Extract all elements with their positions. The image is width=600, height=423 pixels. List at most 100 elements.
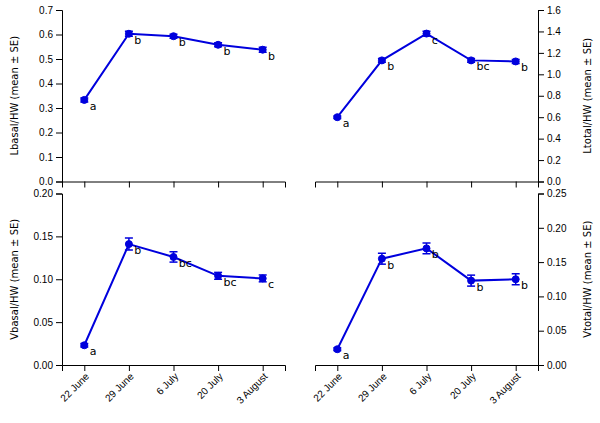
tick: 0.20 xyxy=(34,188,62,199)
annotations: abbbb xyxy=(343,248,528,362)
annotation: b xyxy=(134,244,141,257)
error-bar xyxy=(170,252,178,262)
point xyxy=(423,30,430,37)
tick: 0.7 xyxy=(39,5,62,16)
tick: 0.0 xyxy=(538,176,561,187)
tick-label: 1.0 xyxy=(547,69,561,80)
error-bar xyxy=(423,243,431,254)
tick-label: 20 July xyxy=(195,371,225,401)
error-bar-cap xyxy=(467,285,475,287)
x-axis: 22 June29 June6 July20 July3 August xyxy=(58,365,285,406)
y-axis: 0.00 0.05 0.10 0.15 0.20 0.25 xyxy=(538,188,567,371)
tick xyxy=(218,182,219,188)
plot-area xyxy=(80,238,266,349)
tick: 3 August xyxy=(487,365,522,406)
tick-label: 3 August xyxy=(234,371,269,406)
point xyxy=(170,253,177,260)
line xyxy=(84,34,262,100)
tick-mark xyxy=(56,133,62,134)
tick: 0.05 xyxy=(538,325,567,336)
tick-mark xyxy=(56,108,62,109)
tick: 22 June xyxy=(58,365,91,404)
tick-mark xyxy=(471,365,472,371)
tick-label: 0.6 xyxy=(39,29,53,40)
annotation: b xyxy=(223,45,230,58)
tick: 0.20 xyxy=(538,223,567,234)
error-bar-cap xyxy=(512,284,520,286)
panel: 0.000.050.100.150.2022 June29 June6 July… xyxy=(9,188,286,406)
panel: 0.000.050.100.150.200.2522 June29 June6 … xyxy=(311,188,593,406)
tick-label: 1.6 xyxy=(547,5,561,16)
tick-label: 0.2 xyxy=(39,127,53,138)
annotation: a xyxy=(90,345,97,358)
tick-mark xyxy=(538,74,544,75)
tick-label: 20 July xyxy=(448,371,478,401)
tick: 6 July xyxy=(407,365,433,397)
tick-label: 0.10 xyxy=(547,291,567,302)
tick-mark xyxy=(263,365,264,371)
error-bar-cap xyxy=(512,273,520,275)
tick: 0.10 xyxy=(34,274,62,285)
annotations: abbcbcc xyxy=(90,244,274,358)
tick-mark xyxy=(56,157,62,158)
tick-label: 3 August xyxy=(487,371,522,406)
tick: 0.15 xyxy=(538,257,567,268)
axis-line xyxy=(316,182,539,188)
tick-label: 0.05 xyxy=(34,317,54,328)
line xyxy=(84,244,262,345)
tick: 0.4 xyxy=(39,78,62,89)
tick-label: 0.20 xyxy=(547,223,567,234)
tick-mark xyxy=(56,236,62,237)
tick-label: 1.4 xyxy=(547,26,561,37)
tick: 0.5 xyxy=(39,54,62,65)
error-bar xyxy=(214,272,222,279)
point xyxy=(334,346,341,353)
tick: 6 July xyxy=(154,365,180,397)
axis-line xyxy=(63,182,286,188)
tick: 3 August xyxy=(234,365,269,406)
tick: 0.25 xyxy=(538,188,567,199)
tick-mark xyxy=(516,365,517,371)
tick: 20 July xyxy=(195,365,225,401)
panel: 0.00.20.40.60.81.01.21.41.6Ltotal/HW (me… xyxy=(316,5,594,188)
tick-label: 0.2 xyxy=(547,155,561,166)
tick-mark xyxy=(218,365,219,371)
error-bar-cap xyxy=(125,237,133,239)
point xyxy=(334,114,341,121)
annotation: b xyxy=(521,279,528,292)
tick-mark xyxy=(538,117,544,118)
annotation: b xyxy=(432,248,439,261)
point xyxy=(170,33,177,40)
tick-mark xyxy=(56,35,62,36)
annotations: abbbb xyxy=(90,34,275,113)
tick-mark xyxy=(382,182,383,188)
tick-label: 0.00 xyxy=(547,360,567,371)
tick-mark xyxy=(538,194,544,195)
axis-line xyxy=(316,366,539,372)
axis-line xyxy=(539,194,545,366)
tick-mark xyxy=(56,59,62,60)
error-bar xyxy=(125,238,133,250)
error-bar-cap xyxy=(467,274,475,276)
tick: 0.6 xyxy=(39,29,62,40)
annotation: bc xyxy=(223,276,236,289)
tick: 0.4 xyxy=(538,133,561,144)
tick-label: 0.8 xyxy=(547,90,561,101)
tick-label: 0.15 xyxy=(547,257,567,268)
tick: 0.00 xyxy=(538,360,567,371)
tick-mark xyxy=(218,182,219,188)
tick-label: 0.05 xyxy=(547,325,567,336)
annotation: c xyxy=(432,34,438,47)
tick-mark xyxy=(337,365,338,371)
tick-mark xyxy=(337,182,338,188)
tick: 0.1 xyxy=(39,152,62,163)
tick-mark xyxy=(538,139,544,140)
tick: 1.6 xyxy=(538,5,561,16)
tick xyxy=(427,182,428,188)
tick: 1.4 xyxy=(538,26,561,37)
line xyxy=(337,248,515,349)
plot-area xyxy=(80,30,266,103)
error-bar-cap xyxy=(378,252,386,254)
tick: 0.15 xyxy=(34,231,62,242)
tick-label: 6 July xyxy=(154,371,180,397)
